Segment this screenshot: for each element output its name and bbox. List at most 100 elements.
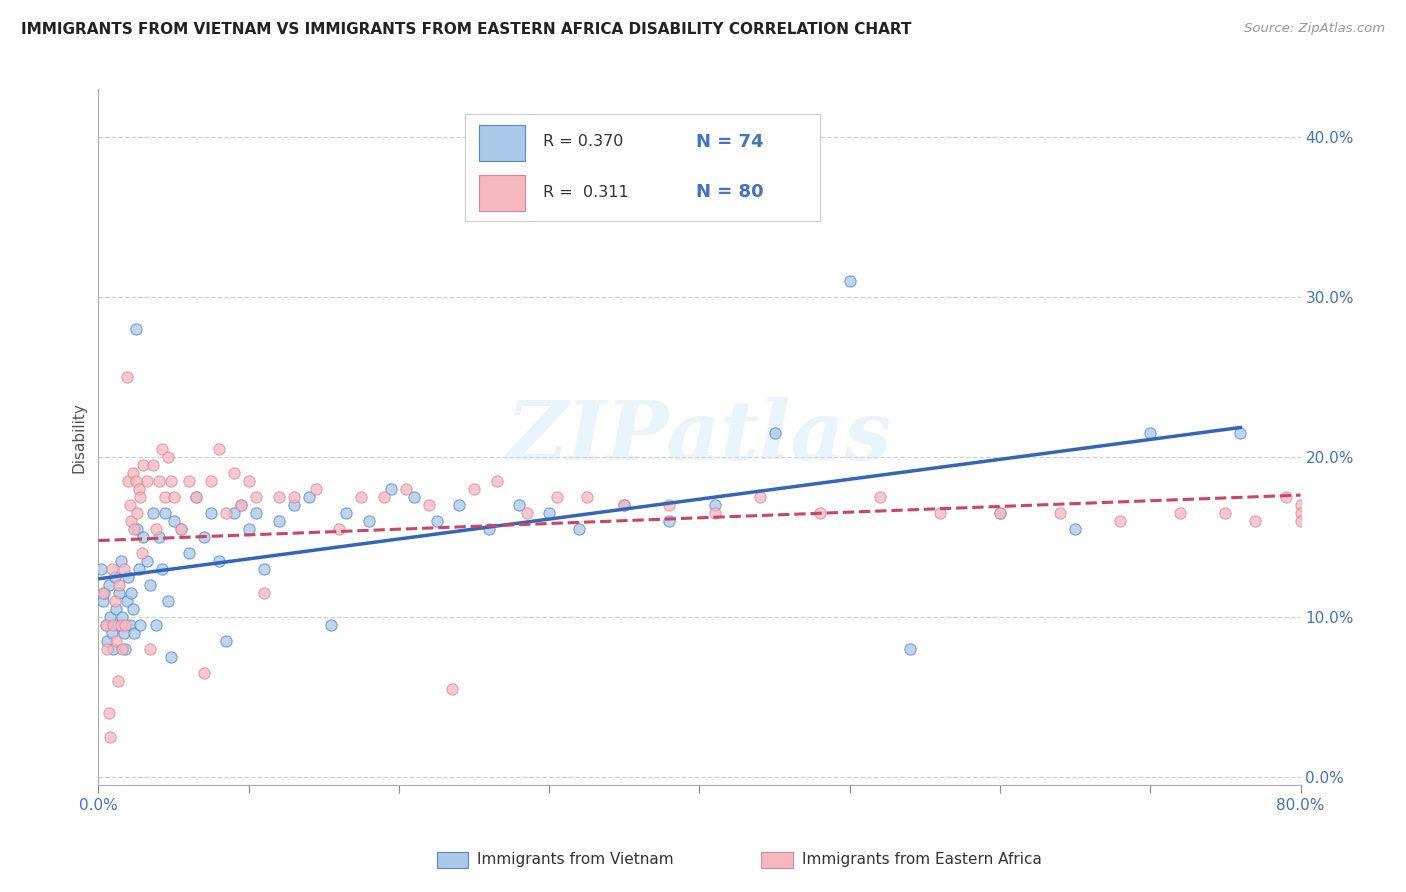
Point (104, 594, 127, 608)
Point (929, 506, 952, 520)
Point (193, 665, 215, 680)
Point (125, 474, 148, 488)
Point (148, 474, 170, 488)
Point (231, 498, 253, 512)
Point (128, 482, 150, 496)
Point (114, 618, 136, 632)
Point (94, 618, 117, 632)
Point (335, 506, 357, 520)
Point (115, 370, 138, 384)
Point (658, 498, 681, 512)
Point (153, 506, 176, 520)
Point (97, 578, 120, 592)
Point (298, 490, 321, 504)
Point (104, 570, 127, 584)
Y-axis label: Disability: Disability (72, 401, 87, 473)
Bar (762, 852, 793, 868)
Point (96, 642, 118, 657)
Text: Immigrants from Vietnam: Immigrants from Vietnam (477, 853, 673, 867)
Point (156, 594, 179, 608)
Point (1215, 506, 1237, 520)
Point (508, 498, 530, 512)
Point (110, 554, 132, 568)
Point (105, 634, 128, 648)
Point (568, 522, 591, 536)
Point (222, 466, 245, 480)
Point (305, 482, 328, 496)
Point (1229, 426, 1251, 441)
Point (208, 554, 231, 568)
Point (135, 554, 157, 568)
Point (141, 506, 163, 520)
Point (177, 474, 200, 488)
Point (478, 522, 501, 536)
Point (107, 673, 129, 688)
Point (1289, 506, 1312, 520)
Point (1109, 514, 1132, 528)
Point (153, 490, 176, 504)
Point (516, 506, 538, 520)
Point (107, 618, 129, 632)
Point (118, 618, 141, 632)
Point (150, 562, 173, 576)
Point (127, 522, 149, 536)
Point (425, 514, 447, 528)
Point (613, 498, 636, 512)
Point (988, 506, 1011, 520)
Point (328, 522, 350, 536)
Point (440, 681, 463, 696)
Point (94, 618, 117, 632)
Point (1049, 506, 1071, 520)
Point (111, 642, 134, 657)
Point (395, 482, 418, 496)
Point (703, 506, 725, 520)
Point (132, 458, 155, 472)
Point (208, 442, 231, 456)
Point (373, 490, 395, 504)
Point (150, 442, 173, 456)
Point (1064, 522, 1087, 536)
Point (91, 594, 114, 608)
Point (763, 426, 786, 441)
Point (193, 530, 215, 544)
Point (447, 498, 470, 512)
Text: Source: ZipAtlas.com: Source: ZipAtlas.com (1244, 22, 1385, 36)
Point (159, 474, 181, 488)
Point (108, 586, 131, 600)
Point (238, 474, 260, 488)
Point (463, 482, 485, 496)
Point (200, 506, 222, 520)
Bar (437, 852, 468, 868)
Point (898, 642, 921, 657)
Point (222, 506, 245, 520)
Point (838, 274, 860, 288)
Point (118, 498, 141, 512)
Point (245, 506, 267, 520)
Point (100, 730, 122, 744)
Point (110, 618, 132, 632)
Point (122, 602, 145, 616)
Point (1170, 506, 1192, 520)
Point (114, 642, 136, 657)
Point (748, 490, 770, 504)
Point (538, 506, 561, 520)
Point (1244, 514, 1267, 528)
Point (124, 626, 146, 640)
Point (100, 610, 122, 624)
Point (135, 474, 157, 488)
Point (131, 546, 153, 560)
Point (112, 562, 135, 576)
Point (132, 530, 155, 544)
Point (93, 586, 115, 600)
Point (103, 642, 125, 657)
Point (283, 498, 305, 512)
Point (124, 522, 146, 536)
Point (215, 634, 238, 648)
Point (162, 514, 184, 528)
Point (988, 506, 1011, 520)
Point (121, 586, 143, 600)
Point (112, 626, 135, 640)
Point (402, 490, 425, 504)
Point (546, 490, 568, 504)
Point (238, 522, 260, 536)
